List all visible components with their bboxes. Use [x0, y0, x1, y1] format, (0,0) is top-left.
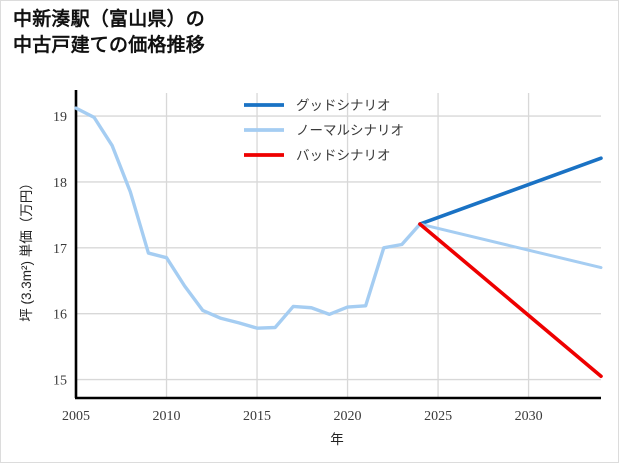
- y-tick-label: 16: [53, 308, 67, 323]
- chart-title: 中新湊駅（富山県）の 中古戸建ての価格推移: [13, 9, 206, 56]
- y-tick-label: 17: [53, 242, 67, 257]
- y-tick-label: 19: [53, 110, 67, 125]
- x-tick-label: 2025: [424, 409, 452, 424]
- y-tick-label: 15: [53, 374, 67, 389]
- x-tick-label: 2010: [153, 409, 181, 424]
- axis-lines: [74, 90, 601, 400]
- series-line-normal: [418, 222, 603, 270]
- x-axis-label: 年: [330, 432, 344, 447]
- y-axis-label: 坪 (3.3m²) 単価（万円）: [19, 176, 34, 322]
- y-axis-tick-labels: 15 16 17 18 19: [53, 110, 67, 388]
- x-axis-tick-labels: 2005 2010 2015 2020 2025 2030: [62, 409, 543, 424]
- y-tick-label: 18: [53, 176, 67, 191]
- legend-label: ノーマルシナリオ: [296, 123, 404, 138]
- series-line-good: [418, 156, 603, 226]
- legend-label: バッドシナリオ: [296, 148, 391, 163]
- series-line-normal: [74, 106, 422, 330]
- x-tick-label: 2015: [243, 409, 271, 424]
- x-tick-label: 2005: [62, 409, 90, 424]
- series-line-bad: [418, 222, 603, 379]
- x-tick-label: 2030: [515, 409, 543, 424]
- legend-label: グッドシナリオ: [296, 98, 391, 113]
- data-series-group: [74, 106, 603, 379]
- x-tick-label: 2020: [334, 409, 362, 424]
- gridlines: [75, 93, 601, 398]
